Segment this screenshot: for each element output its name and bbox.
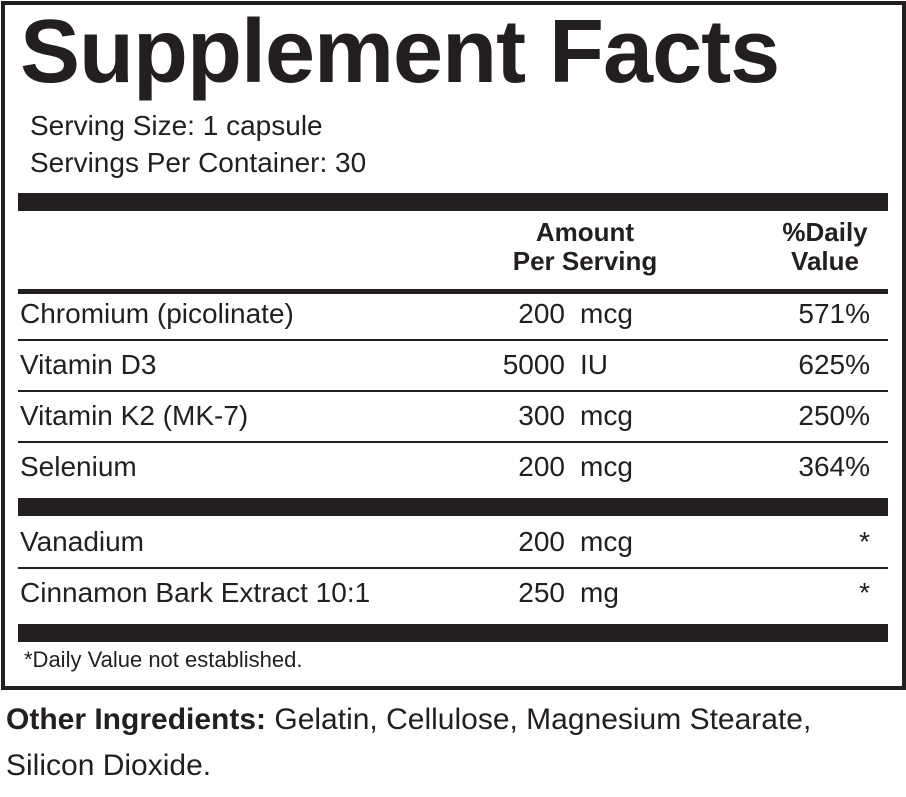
ingredient-name: Vanadium <box>20 526 145 557</box>
unit: IU <box>580 349 608 380</box>
amount: 200 <box>518 451 565 482</box>
footnote: *Daily Value not established. <box>24 647 303 672</box>
other-text: Silicon Dioxide. <box>6 749 212 782</box>
amount: 200 <box>518 526 565 557</box>
row-rule <box>18 339 888 341</box>
amount: 250 <box>518 577 565 608</box>
unit: mcg <box>580 526 633 557</box>
ingredient-name: Selenium <box>20 451 137 482</box>
daily-value: * <box>859 526 870 557</box>
daily-value: 250% <box>798 400 870 431</box>
daily-value: 571% <box>798 298 870 329</box>
other-label: Other Ingredients: <box>6 703 267 736</box>
ingredient-name: Cinnamon Bark Extract 10:1 <box>20 577 371 608</box>
ingredient-name: Vitamin K2 (MK-7) <box>20 400 249 431</box>
amount: 300 <box>518 400 565 431</box>
thick-rule <box>18 624 888 642</box>
unit: mcg <box>580 298 633 329</box>
row-rule <box>18 390 888 392</box>
thick-rule <box>18 498 888 516</box>
ingredient-name: Chromium (picolinate) <box>20 298 294 329</box>
amount-header: Amount <box>535 217 635 247</box>
other-text: Gelatin, Cellulose, Magnesium Stearate, <box>274 703 812 736</box>
unit: mcg <box>580 400 633 431</box>
dv-header: Value <box>791 246 859 276</box>
row-rule <box>18 441 888 443</box>
daily-value: 625% <box>798 349 870 380</box>
servings-per-container: Servings Per Container: 30 <box>30 147 367 178</box>
serving-size: Serving Size: 1 capsule <box>30 110 323 141</box>
rule <box>18 289 888 294</box>
daily-value: 364% <box>798 451 870 482</box>
amount-header: Per Serving <box>512 246 658 276</box>
facts-box <box>1 1 906 690</box>
dv-header: %Daily <box>782 217 868 247</box>
unit: mcg <box>580 451 633 482</box>
thick-rule <box>18 193 888 211</box>
unit: mg <box>580 577 619 608</box>
amount: 200 <box>518 298 565 329</box>
ingredient-name: Vitamin D3 <box>20 349 157 380</box>
row-rule <box>18 567 888 569</box>
amount: 5000 <box>502 349 565 380</box>
other-ingredients: Other Ingredients: Gelatin, Cellulose, M… <box>6 700 811 740</box>
daily-value: * <box>859 577 870 608</box>
title: Supplement Facts <box>20 2 780 102</box>
